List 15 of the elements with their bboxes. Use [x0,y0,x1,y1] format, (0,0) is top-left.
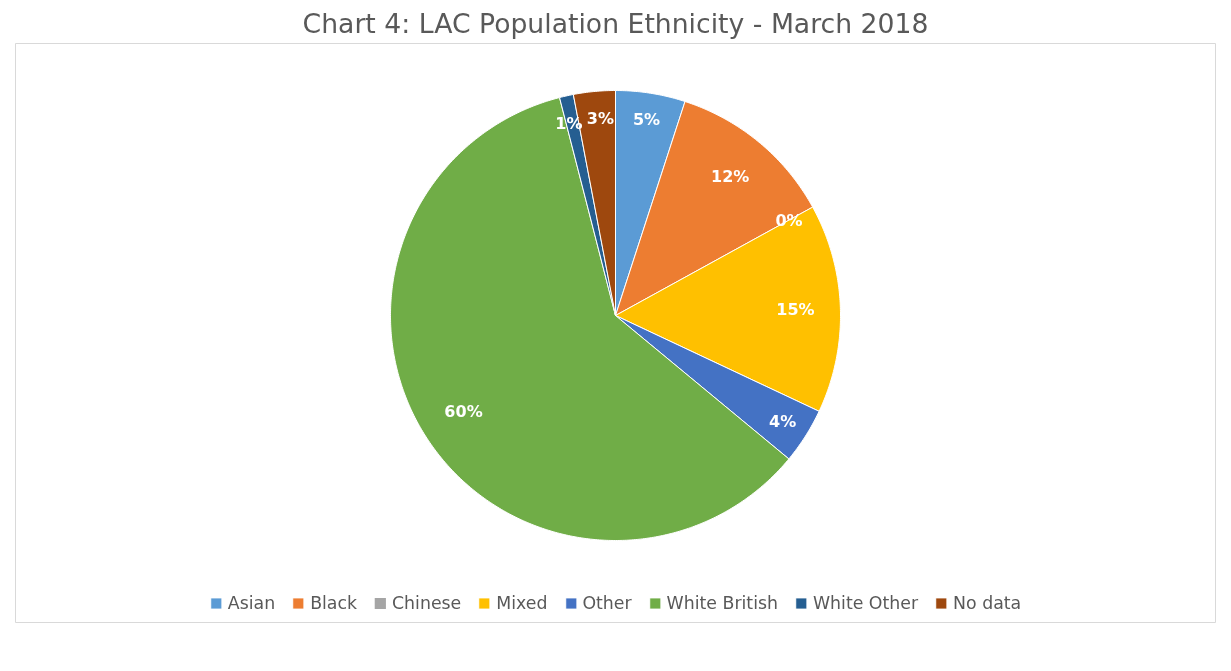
data-label: 60% [444,402,483,422]
legend-label: Other [582,593,632,613]
data-label: 15% [776,300,815,320]
legend-label: Black [310,593,358,613]
legend-label: White Other [812,593,919,613]
data-label: 12% [711,167,750,187]
legend-label: No data [953,593,1022,613]
data-label: 5% [632,110,661,130]
legend-label: Asian [227,593,276,613]
chart-title: Chart 4: LAC Population Ethnicity - March 2018 [302,7,929,39]
legend-label: Chinese [392,593,462,613]
legend-label: Mixed [496,593,548,613]
data-label: 4% [769,412,797,432]
data-label: 3% [586,108,614,128]
legend-label: White British [666,593,778,613]
